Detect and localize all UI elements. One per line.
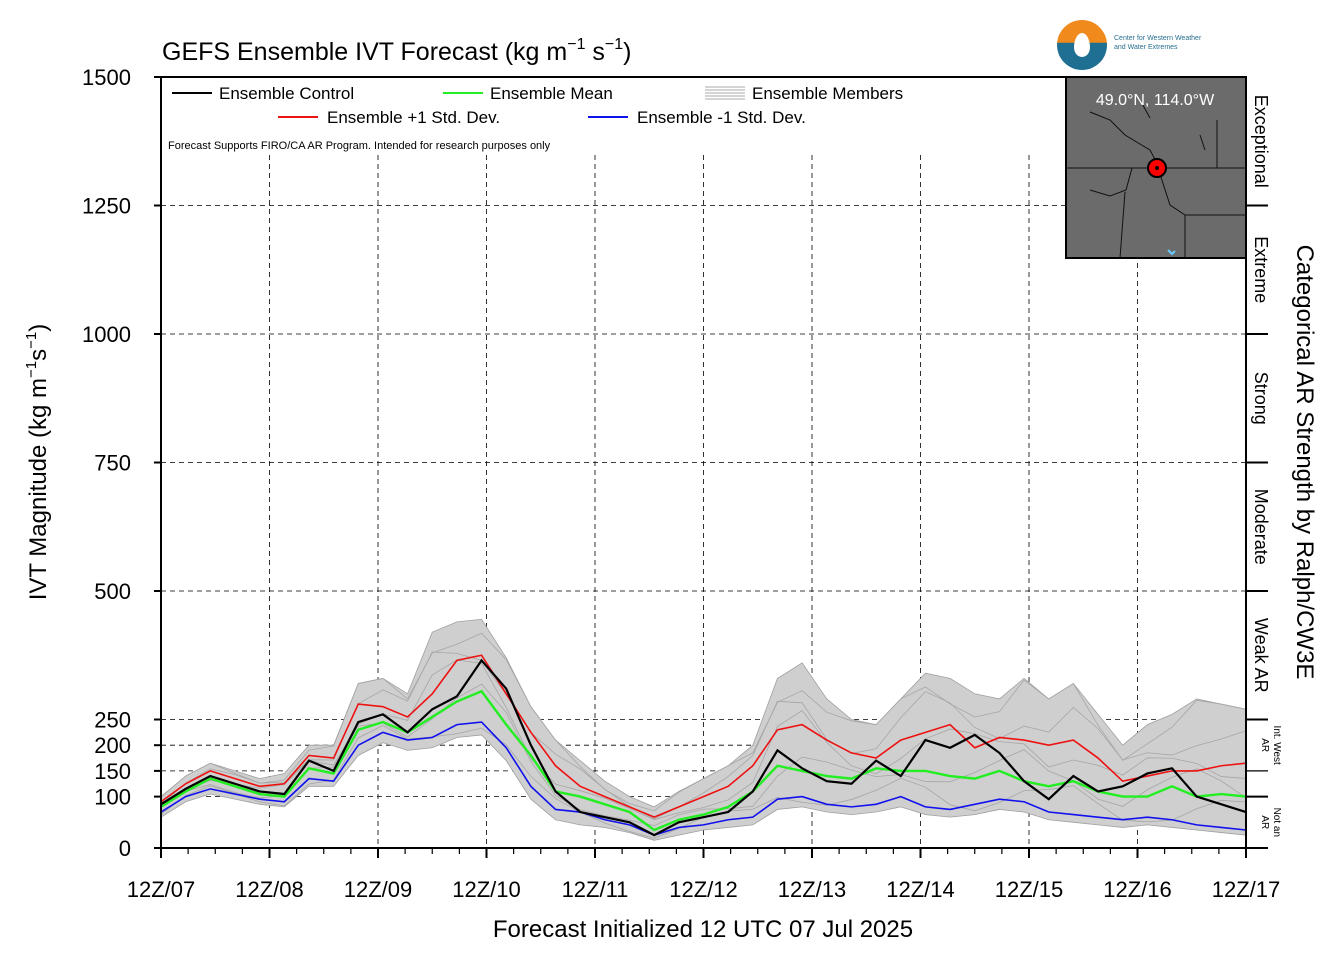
- y-tick-label: 500: [94, 579, 131, 604]
- legend-plus-std: Ensemble +1 Std. Dev.: [327, 108, 500, 127]
- y-tick-label: 0: [119, 836, 131, 861]
- x-tick-label: 12Z/16: [1103, 877, 1172, 902]
- member-line: [160, 659, 1247, 821]
- inset-location: 49.0°N, 114.0°W: [1096, 92, 1215, 109]
- x-tick-label: 12Z/11: [562, 877, 629, 902]
- series-line-ensemble-1-std-dev-: [160, 721, 1247, 837]
- small-category-label: Int. West: [1271, 726, 1282, 765]
- water-drop-icon: [1057, 20, 1107, 70]
- y-tick-label: 200: [94, 733, 131, 758]
- x-tick-label: 12Z/15: [995, 877, 1064, 902]
- small-category-label: AR: [1259, 815, 1270, 829]
- chart-title: GEFS Ensemble IVT Forecast (kg m−1 s−1): [162, 36, 632, 66]
- x-tick-label: 12Z/08: [235, 877, 304, 902]
- small-category-label: AR: [1259, 738, 1270, 752]
- x-tick-label: 12Z/13: [778, 877, 847, 902]
- y-tick-label: 1250: [82, 194, 131, 219]
- legend-mean: Ensemble Mean: [490, 84, 613, 103]
- y-tick-label: 250: [94, 708, 131, 733]
- category-axis: Exceptional Extreme Strong Moderate Weak AR I…: [1246, 95, 1282, 849]
- x-tick-label: 12Z/14: [886, 877, 955, 902]
- y-tick-label: 750: [94, 451, 131, 476]
- y-tick-label: 100: [94, 785, 131, 810]
- x-axis: 12Z/07 12Z/08 12Z/09 12Z/10 12Z/11 12Z/12 12Z/…: [127, 848, 1281, 902]
- legend: Ensemble Control Ensemble Mean Ensemble …: [168, 84, 903, 152]
- x-tick-label: 12Z/07: [127, 877, 196, 902]
- x-tick-label: 12Z/09: [344, 877, 413, 902]
- logo-text-line2: and Water Extremes: [1114, 44, 1178, 51]
- y-tick-label: 1000: [82, 322, 131, 347]
- y-axis-label: IVT Magnitude (kg m−1s−1): [23, 324, 52, 601]
- x-tick-label: 12Z/10: [452, 877, 521, 902]
- category-label: Strong: [1251, 372, 1271, 425]
- small-category-label: Not an: [1271, 808, 1282, 837]
- y-tick-label: 1500: [82, 65, 131, 90]
- y-tick-label: 150: [94, 759, 131, 784]
- inset-map: 49.0°N, 114.0°W: [1065, 76, 1247, 259]
- right-axis-label: Categorical AR Strength by Ralph/CW3E: [1291, 245, 1318, 680]
- series-lines: [160, 654, 1247, 837]
- x-tick-label: 12Z/17: [1212, 877, 1281, 902]
- disclaimer-note: Forecast Supports FIRO/CA AR Program. In…: [168, 140, 551, 152]
- series-line-ensemble-control: [160, 658, 1247, 837]
- legend-minus-std: Ensemble -1 Std. Dev.: [637, 108, 806, 127]
- x-axis-label: Forecast Initialized 12 UTC 07 Jul 2025: [493, 916, 913, 943]
- series-line-ensemble-1-std-dev-: [160, 654, 1247, 819]
- legend-control: Ensemble Control: [219, 84, 354, 103]
- logo-text-line1: Center for Western Weather: [1114, 35, 1202, 42]
- member-line: [160, 632, 1247, 812]
- legend-members: Ensemble Members: [752, 84, 903, 103]
- category-label: Moderate: [1251, 489, 1271, 565]
- cw3e-logo: Center for Western Weather and Water Ext…: [1057, 18, 1247, 74]
- x-tick-label: 12Z/12: [669, 877, 738, 902]
- category-label: Exceptional: [1251, 95, 1271, 188]
- category-label: Weak AR: [1251, 618, 1271, 693]
- category-label: Extreme: [1251, 236, 1271, 303]
